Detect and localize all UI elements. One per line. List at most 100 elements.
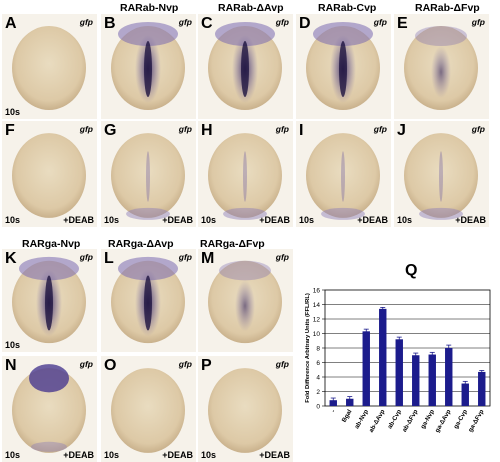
embryo-image [111,368,185,453]
gene-label: gfp [178,252,192,262]
gene-label: gfp [178,124,192,134]
y-tick-label: 8 [316,346,320,353]
header-rarab-nvp: RARab-Nvp [120,2,179,14]
stage-label: 10s [201,215,217,225]
embryo-image [111,22,185,110]
stage-label: 10s [5,450,21,460]
embryo-image [12,256,86,344]
y-tick-label: 12 [313,317,321,324]
x-tick-label: Bgal [341,408,354,423]
header-rarab-davp: RARab-ΔAvp [218,2,284,14]
y-tick-label: 10 [313,331,321,338]
gene-label: gfp [471,17,485,27]
stage-label: 10s [5,107,21,117]
embryo-image [12,26,86,110]
x-tick-label: ab-Nvp [353,408,370,430]
panel-letter: E [397,15,408,32]
bar [478,371,486,406]
x-tick-label: ga-ΔFvp [467,408,486,433]
bar [329,400,337,406]
header-rarab-dfvp: RARab-ΔFvp [415,2,480,14]
embryo-image [306,22,380,110]
bar [395,339,403,406]
panel-letter: O [104,357,117,374]
x-tick-label: - [330,409,337,414]
panel-letter: A [5,15,17,32]
gene-label: gfp [178,359,192,369]
y-tick-label: 14 [313,302,321,309]
header-rarga-dfvp: RARga-ΔFvp [200,238,265,250]
treatment-label: +DEAB [357,215,388,225]
panel-letter: H [201,122,213,139]
embryo-image [208,22,282,110]
treatment-label: +DEAB [259,215,290,225]
gene-label: gfp [275,359,289,369]
gene-label: gfp [79,124,93,134]
y-axis-label: Fold Difference Arbitrary Units (FFL/RL) [305,293,311,403]
embryo-image [208,133,282,220]
panel-letter-q: Q [405,262,418,279]
gene-label: gfp [373,124,387,134]
embryo-image [404,133,478,220]
bar [379,308,387,406]
header-rarab-cvp: RARab-Cvp [318,2,377,14]
bar [412,355,420,406]
x-tick-label: ab-ΔAvp [368,408,387,434]
header-rarga-davp: RARga-ΔAvp [108,238,174,250]
treatment-label: +DEAB [162,450,193,460]
stage-label: 10s [299,215,315,225]
x-tick-label: ga-Nvp [419,408,436,430]
gene-label: gfp [373,17,387,27]
treatment-label: +DEAB [63,450,94,460]
y-tick-label: 16 [313,288,321,295]
embryo-image [306,133,380,220]
stage-label: 10s [104,215,120,225]
gene-label: gfp [79,359,93,369]
stage-label: 10s [5,215,21,225]
y-tick-label: 2 [316,389,320,396]
gene-label: gfp [79,17,93,27]
embryo-image [208,260,282,344]
panel-letter: G [104,122,117,139]
panel-letter: K [5,250,17,267]
embryo-image [404,26,478,110]
panel-letter: J [397,122,406,139]
bar [428,354,436,406]
embryo-image [208,368,282,453]
x-tick-label: ab-ΔFvp [401,408,420,433]
embryo-image [111,256,185,344]
embryo-image [111,133,185,220]
panel-letter: L [104,250,114,267]
header-rarga-nvp: RARga-Nvp [22,238,81,250]
embryo-image [12,133,86,218]
panel-letter: F [5,122,15,139]
gene-label: gfp [79,252,93,262]
bar [461,383,469,406]
stage-label: 10s [104,450,120,460]
x-tick-label: ga-ΔAvp [434,408,453,434]
stage-label: 10s [201,450,217,460]
treatment-label: +DEAB [63,215,94,225]
gene-label: gfp [275,252,289,262]
y-tick-label: 4 [316,375,320,382]
stage-label: 10s [5,340,21,350]
x-tick-label: ab-Cvp [386,408,403,430]
panel-letter: M [201,250,215,267]
